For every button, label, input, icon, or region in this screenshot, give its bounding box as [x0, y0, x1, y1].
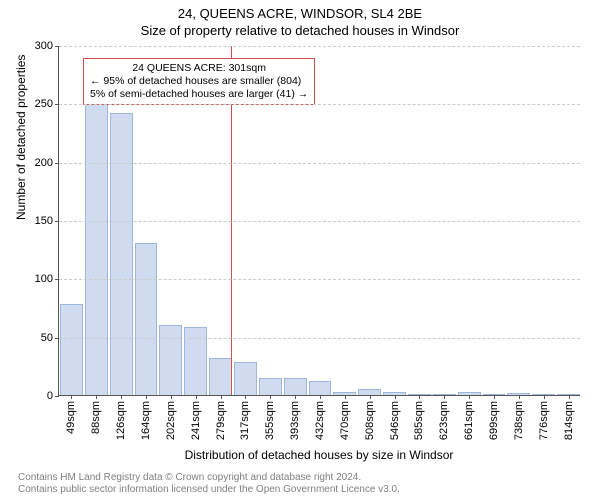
xtick-label: 88sqm [90, 401, 102, 434]
ytick-label: 300 [35, 40, 53, 52]
y-axis-label: Number of detached properties [14, 55, 28, 220]
ytick-label: 50 [41, 332, 53, 344]
xtick-mark [245, 395, 246, 399]
xtick-label: 432sqm [314, 401, 326, 440]
xtick-mark [171, 395, 172, 399]
xtick-mark [345, 395, 346, 399]
xtick-label: 738sqm [513, 401, 525, 440]
xtick-mark [295, 395, 296, 399]
xtick-label: 164sqm [140, 401, 152, 440]
xtick-mark [320, 395, 321, 399]
ytick-label: 250 [35, 98, 53, 110]
gridline [59, 46, 580, 47]
ytick-mark [55, 396, 59, 397]
ytick-mark [55, 279, 59, 280]
ytick-mark [55, 104, 59, 105]
annotation-box: 24 QUEENS ACRE: 301sqm ← 95% of detached… [83, 58, 315, 105]
histogram-bar [159, 325, 182, 395]
xtick-mark [121, 395, 122, 399]
histogram-bar [85, 103, 108, 395]
histogram-bar [309, 381, 332, 395]
xtick-mark [569, 395, 570, 399]
xtick-mark [469, 395, 470, 399]
xtick-label: 470sqm [339, 401, 351, 440]
xtick-mark [370, 395, 371, 399]
xtick-mark [146, 395, 147, 399]
xtick-label: 546sqm [389, 401, 401, 440]
ytick-mark [55, 338, 59, 339]
xtick-mark [494, 395, 495, 399]
annotation-line3: 5% of semi-detached houses are larger (4… [90, 88, 308, 101]
xtick-label: 814sqm [563, 401, 575, 440]
xtick-label: 49sqm [65, 401, 77, 434]
annotation-line2: ← 95% of detached houses are smaller (80… [90, 75, 308, 88]
ytick-label: 200 [35, 157, 53, 169]
ytick-mark [55, 221, 59, 222]
xtick-label: 126sqm [115, 401, 127, 440]
gridline [59, 338, 580, 339]
gridline [59, 221, 580, 222]
footer-line1: Contains HM Land Registry data © Crown c… [18, 472, 400, 484]
xtick-mark [544, 395, 545, 399]
xtick-label: 202sqm [165, 401, 177, 440]
xtick-label: 355sqm [264, 401, 276, 440]
page-title-subtitle: Size of property relative to detached ho… [0, 21, 600, 38]
ytick-label: 150 [35, 215, 53, 227]
footer-line2: Contains public sector information licen… [18, 484, 400, 496]
xtick-label: 623sqm [438, 401, 450, 440]
histogram-bar [110, 113, 133, 395]
histogram-chart: 24 QUEENS ACRE: 301sqm ← 95% of detached… [58, 46, 580, 396]
xtick-mark [96, 395, 97, 399]
histogram-bar [259, 378, 282, 396]
histogram-bar [135, 243, 158, 395]
gridline [59, 279, 580, 280]
histogram-bar [209, 358, 232, 395]
page-title-address: 24, QUEENS ACRE, WINDSOR, SL4 2BE [0, 0, 600, 21]
xtick-mark [444, 395, 445, 399]
xtick-label: 393sqm [289, 401, 301, 440]
xtick-label: 776sqm [538, 401, 550, 440]
histogram-bar [234, 362, 257, 395]
ytick-label: 100 [35, 273, 53, 285]
histogram-bar [284, 378, 307, 396]
annotation-line1: 24 QUEENS ACRE: 301sqm [90, 62, 308, 75]
xtick-label: 585sqm [413, 401, 425, 440]
xtick-mark [519, 395, 520, 399]
xtick-mark [221, 395, 222, 399]
xtick-mark [419, 395, 420, 399]
ytick-mark [55, 46, 59, 47]
xtick-label: 317sqm [239, 401, 251, 440]
xtick-label: 661sqm [463, 401, 475, 440]
xtick-mark [270, 395, 271, 399]
xtick-mark [71, 395, 72, 399]
ytick-label: 0 [47, 390, 53, 402]
xtick-label: 508sqm [364, 401, 376, 440]
footer-attribution: Contains HM Land Registry data © Crown c… [18, 472, 400, 496]
xtick-label: 241sqm [190, 401, 202, 440]
xtick-label: 699sqm [488, 401, 500, 440]
plot-area: 24 QUEENS ACRE: 301sqm ← 95% of detached… [58, 46, 580, 396]
xtick-mark [395, 395, 396, 399]
xtick-label: 279sqm [215, 401, 227, 440]
gridline [59, 163, 580, 164]
histogram-bar [60, 304, 83, 395]
ytick-mark [55, 163, 59, 164]
xtick-mark [196, 395, 197, 399]
x-axis-label: Distribution of detached houses by size … [58, 448, 580, 462]
gridline [59, 104, 580, 105]
